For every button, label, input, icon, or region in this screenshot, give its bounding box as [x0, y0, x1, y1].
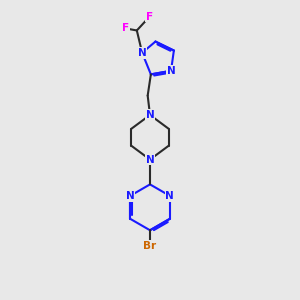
Text: N: N — [146, 154, 154, 165]
Text: F: F — [122, 23, 129, 33]
Text: F: F — [146, 12, 153, 22]
Text: N: N — [146, 110, 154, 120]
Text: N: N — [138, 48, 146, 58]
Text: N: N — [126, 191, 134, 201]
Text: Br: Br — [143, 241, 157, 250]
Text: N: N — [167, 66, 176, 76]
Text: N: N — [166, 191, 174, 201]
